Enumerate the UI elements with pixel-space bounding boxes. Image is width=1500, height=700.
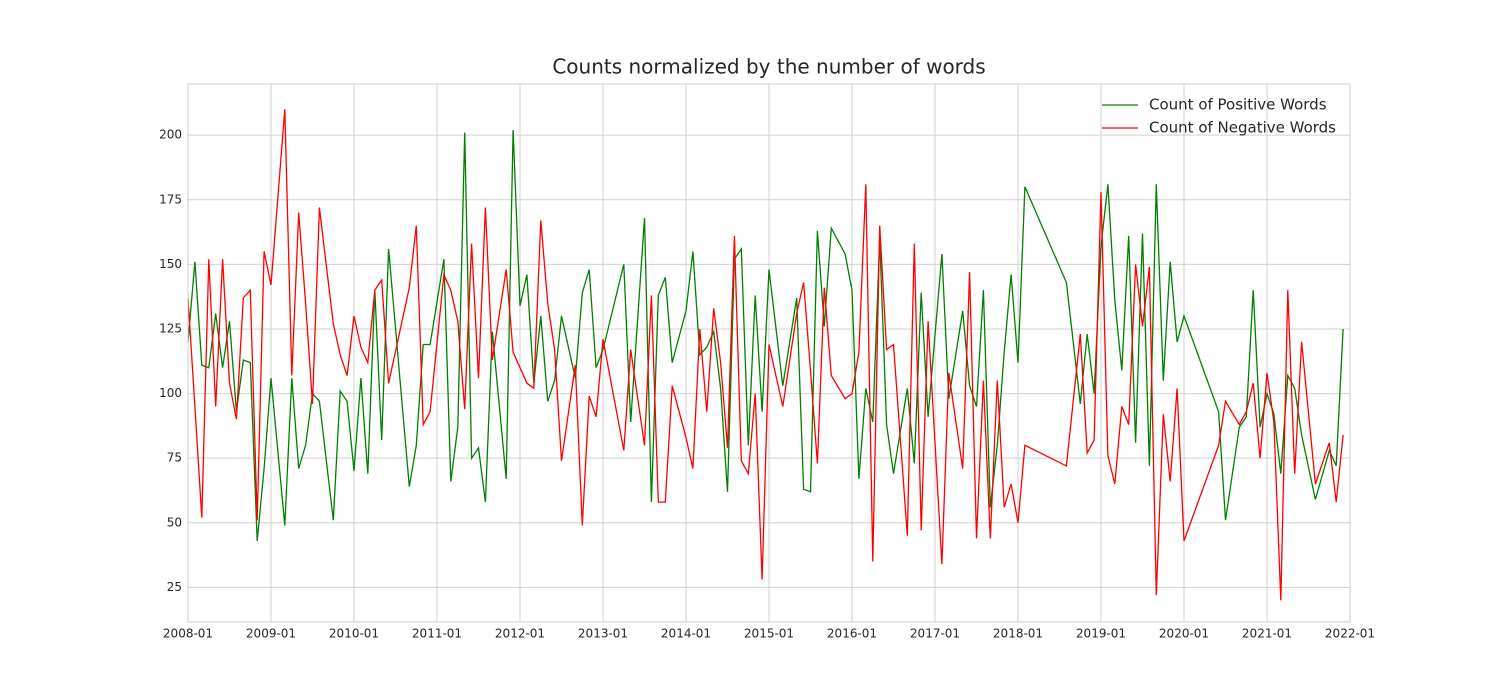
series-line [187,129,1344,541]
x-tick-label: 2017-01 [910,627,960,641]
y-tick-label: 75 [167,451,182,465]
x-tick-label: 2014-01 [661,627,711,641]
x-tick-label: 2008-01 [163,627,213,641]
legend: Count of Positive Words Count of Negative… [1102,96,1336,137]
x-tick-label: 2011-01 [412,627,462,641]
chart-title: Counts normalized by the number of words [552,55,985,79]
legend-label: Count of Positive Words [1149,96,1327,114]
x-tick-label: 2021-01 [1242,627,1292,641]
series-line [187,109,1344,601]
y-tick-label: 25 [167,580,182,594]
x-tick-label: 2009-01 [246,627,296,641]
x-tick-label: 2016-01 [827,627,877,641]
y-tick-label: 125 [159,321,182,335]
x-tick-label: 2022-01 [1325,627,1375,641]
x-tick-label: 2018-01 [993,627,1043,641]
x-tick-label: 2020-01 [1159,627,1209,641]
x-tick-label: 2013-01 [578,627,628,641]
x-tick-label: 2010-01 [329,627,379,641]
y-tick-label: 175 [159,192,182,206]
x-tick-label: 2019-01 [1076,627,1126,641]
y-tick-label: 200 [159,128,182,142]
legend-label: Count of Negative Words [1149,119,1336,137]
y-tick-label: 150 [159,257,182,271]
x-tick-label: 2015-01 [744,627,794,641]
y-tick-label: 100 [159,386,182,400]
x-tick-label: 2012-01 [495,627,545,641]
plot-frame [187,83,1351,623]
y-tick-label: 50 [167,515,182,529]
